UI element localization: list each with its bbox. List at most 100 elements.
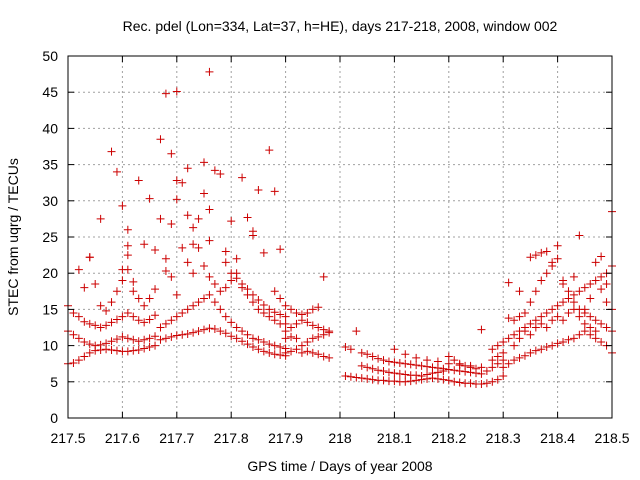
data-point — [401, 370, 410, 379]
data-point — [270, 316, 279, 325]
data-point — [281, 348, 290, 357]
y-tick-label: 50 — [42, 48, 58, 64]
x-tick-label: 218.1 — [377, 430, 412, 446]
data-point — [319, 330, 328, 339]
data-point — [553, 339, 562, 348]
data-point — [172, 331, 181, 340]
data-point — [194, 298, 203, 307]
data-point — [510, 356, 519, 365]
data-point — [325, 353, 334, 362]
data-point — [118, 332, 127, 341]
data-point — [140, 318, 149, 327]
data-point — [379, 376, 388, 385]
data-point — [439, 366, 448, 375]
y-tick-label: 30 — [42, 193, 58, 209]
data-point — [151, 285, 160, 294]
data-point — [308, 348, 317, 357]
data-point — [102, 306, 111, 315]
data-point — [401, 359, 410, 368]
data-point — [243, 340, 252, 349]
data-point — [96, 214, 105, 223]
data-point — [216, 170, 225, 179]
data-point — [69, 309, 78, 318]
data-point — [194, 327, 203, 336]
data-point — [91, 280, 100, 289]
data-point — [96, 301, 105, 310]
x-tick-label: 217.7 — [159, 430, 194, 446]
data-point — [123, 251, 132, 260]
data-point — [455, 378, 464, 387]
data-point — [363, 350, 372, 359]
data-point — [276, 351, 285, 360]
data-point — [248, 343, 257, 352]
data-point — [482, 379, 491, 388]
data-point — [493, 341, 502, 350]
data-point — [232, 254, 241, 263]
data-point — [520, 327, 529, 336]
data-point — [172, 195, 181, 204]
y-tick-label: 0 — [50, 410, 58, 426]
data-point — [161, 267, 170, 276]
x-axis-label: GPS time / Days of year 2008 — [247, 458, 432, 474]
data-point — [493, 359, 502, 368]
data-point — [259, 248, 268, 257]
data-point — [85, 348, 94, 357]
data-point — [205, 205, 214, 214]
data-point — [477, 379, 486, 388]
data-points — [64, 67, 616, 388]
data-point — [270, 341, 279, 350]
data-point — [172, 290, 181, 299]
data-point — [287, 305, 296, 314]
data-point — [395, 358, 404, 367]
data-point — [314, 303, 323, 312]
data-point — [488, 377, 497, 386]
data-point — [107, 345, 116, 354]
data-point — [205, 67, 214, 76]
data-point — [444, 376, 453, 385]
data-point — [270, 287, 279, 296]
data-point — [80, 317, 89, 326]
data-point — [450, 366, 459, 375]
data-point — [134, 294, 143, 303]
data-point — [118, 312, 127, 321]
data-point — [466, 361, 475, 370]
data-point — [281, 327, 290, 336]
data-point — [123, 334, 132, 343]
data-point — [303, 347, 312, 356]
data-point — [580, 319, 589, 328]
data-point — [493, 375, 502, 384]
data-point — [591, 258, 600, 267]
data-point — [319, 272, 328, 281]
data-point — [265, 340, 274, 349]
data-point — [597, 272, 606, 281]
data-point — [85, 340, 94, 349]
data-point — [357, 348, 366, 357]
data-point — [412, 371, 421, 380]
data-point — [569, 298, 578, 307]
data-point — [112, 335, 121, 344]
y-tick-label: 20 — [42, 265, 58, 281]
data-point — [553, 301, 562, 310]
y-tick-label: 35 — [42, 157, 58, 173]
data-point — [569, 272, 578, 281]
data-point — [118, 201, 127, 210]
y-tick-label: 10 — [42, 338, 58, 354]
data-point — [161, 319, 170, 328]
data-point — [586, 312, 595, 321]
data-point — [548, 341, 557, 350]
data-point — [575, 312, 584, 321]
data-point — [531, 287, 540, 296]
y-tick-label: 40 — [42, 120, 58, 136]
data-point — [292, 309, 301, 318]
data-point — [178, 243, 187, 252]
data-point — [227, 318, 236, 327]
data-point — [493, 352, 502, 361]
data-point — [368, 352, 377, 361]
data-point — [129, 335, 138, 344]
data-point — [145, 194, 154, 203]
data-point — [537, 276, 546, 285]
data-point — [91, 321, 100, 330]
data-point — [297, 316, 306, 325]
data-point — [221, 247, 230, 256]
data-point — [374, 354, 383, 363]
